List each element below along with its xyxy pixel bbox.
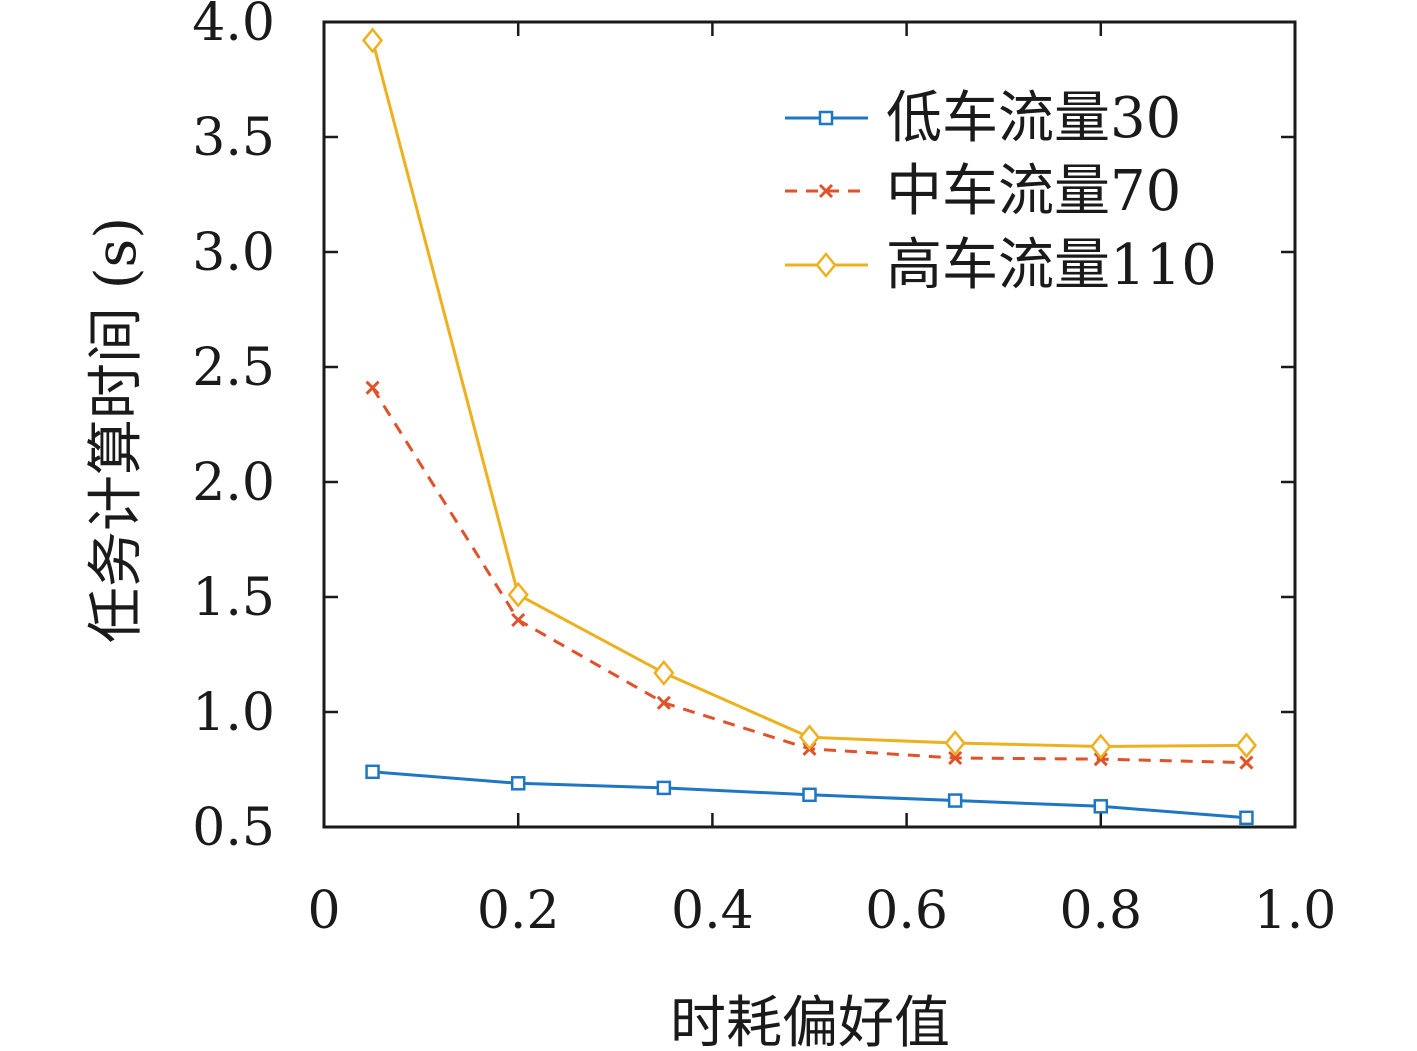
series-layer bbox=[361, 27, 1258, 826]
square-marker bbox=[1093, 799, 1109, 814]
x-tick-label: 0.8 bbox=[1059, 881, 1142, 941]
x-marker-stroke bbox=[818, 183, 834, 199]
diamond-marker bbox=[798, 724, 821, 751]
legend-label: 中车流量70 bbox=[886, 159, 1181, 224]
series-diamond bbox=[361, 27, 1258, 760]
y-tick-label: 4.0 bbox=[192, 0, 275, 53]
diamond-marker bbox=[507, 581, 529, 608]
x-marker bbox=[818, 183, 834, 199]
legend-item: 中车流量70 bbox=[785, 159, 1181, 224]
x-marker-stroke bbox=[656, 695, 671, 710]
plot-frame bbox=[322, 20, 1297, 829]
diamond-marker bbox=[815, 252, 837, 278]
square-marker bbox=[802, 787, 817, 803]
diamond-marker bbox=[1235, 732, 1258, 759]
diamond-marker bbox=[361, 27, 384, 54]
legend-item: 低车流量30 bbox=[785, 86, 1181, 151]
y-tick-label: 0.5 bbox=[192, 798, 275, 858]
x-marker bbox=[948, 750, 963, 766]
diamond-marker bbox=[944, 730, 966, 757]
x-marker bbox=[1239, 755, 1254, 770]
y-tick-label: 3.0 bbox=[192, 223, 275, 283]
x-tick-label: 0 bbox=[307, 881, 340, 941]
y-tick-label: 2.5 bbox=[192, 338, 275, 398]
x-marker bbox=[365, 380, 380, 395]
x-marker-stroke bbox=[1239, 755, 1254, 770]
diamond-marker bbox=[1090, 733, 1112, 760]
square-marker bbox=[818, 110, 834, 126]
square-marker bbox=[510, 776, 526, 791]
y-axis-title: 任务计算时间 (s) bbox=[84, 217, 149, 643]
diamond-marker bbox=[653, 659, 675, 686]
x-marker-stroke bbox=[511, 612, 526, 628]
x-marker-stroke bbox=[365, 380, 380, 395]
y-tick-label: 1.0 bbox=[192, 683, 275, 743]
x-tick-label: 0.4 bbox=[671, 881, 754, 941]
y-tick-label: 1.5 bbox=[192, 568, 275, 628]
y-axis: 0.5 1.0 1.5 2.0 2.5 3.0 3.5 4.0 bbox=[192, 0, 1295, 858]
legend-label: 低车流量30 bbox=[886, 86, 1181, 151]
x-marker-stroke bbox=[948, 750, 963, 766]
legend-item: 高车流量110 bbox=[785, 233, 1217, 298]
x-tick-label: 0.2 bbox=[477, 881, 560, 941]
legend-label: 高车流量110 bbox=[886, 233, 1217, 298]
x-tick-label: 0.6 bbox=[865, 881, 948, 941]
x-tick-label: 1.0 bbox=[1254, 881, 1337, 941]
y-tick-label: 2.0 bbox=[192, 453, 275, 513]
square-marker bbox=[1239, 810, 1254, 826]
square-marker bbox=[947, 793, 963, 808]
x-marker bbox=[656, 695, 671, 710]
series-square bbox=[365, 764, 1254, 826]
square-marker bbox=[656, 780, 672, 796]
square-marker bbox=[365, 764, 380, 780]
series-x bbox=[365, 380, 1254, 770]
y-tick-label: 3.5 bbox=[192, 108, 275, 168]
series-line bbox=[371, 386, 1247, 765]
x-marker bbox=[511, 612, 526, 628]
x-axis-title: 时耗偏好值 bbox=[670, 991, 950, 1051]
legend: 低车流量30 中车流量70 高车流量110 bbox=[785, 86, 1217, 298]
x-axis: 0 0.2 0.4 0.6 0.8 1.0 bbox=[307, 22, 1336, 941]
